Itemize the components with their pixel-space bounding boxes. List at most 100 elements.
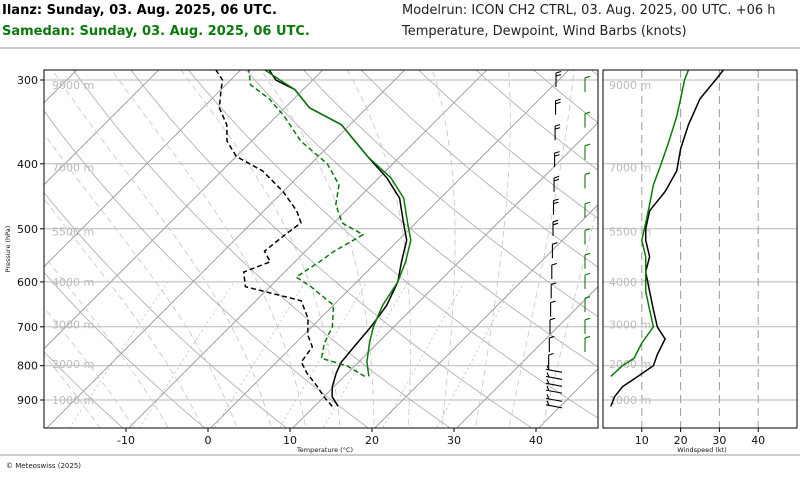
moist-adiabat bbox=[474, 70, 511, 428]
y-tick-label: 800 bbox=[17, 360, 38, 373]
moist-adiabat bbox=[111, 70, 307, 428]
wind-barb-station2 bbox=[584, 317, 591, 334]
isotherm-line bbox=[44, 70, 242, 268]
wind-x-tick-label: 20 bbox=[674, 434, 688, 447]
copyright: © Meteoswiss (2025) bbox=[6, 462, 82, 470]
wind-altitude-label: 1000 m bbox=[609, 394, 651, 407]
wind-barb-station1 bbox=[554, 151, 560, 168]
wind-x-axis-label: Windspeed (kt) bbox=[677, 446, 726, 454]
mixing-ratio-line bbox=[279, 281, 368, 428]
wind-barb-station1 bbox=[545, 400, 563, 409]
moist-adiabat bbox=[432, 70, 456, 428]
x-tick-label: 10 bbox=[283, 434, 297, 447]
altitude-label: 7000 m bbox=[52, 161, 94, 174]
skew-t-plot: 9000 m 7000 m 5500 m 4000 m 3000 m 2000 m 1000… bbox=[4, 27, 800, 454]
profile-windspeed-station2 bbox=[610, 70, 690, 377]
profiles bbox=[215, 70, 412, 407]
moist-adiabat bbox=[44, 132, 238, 428]
mixing-ratio-line bbox=[436, 281, 515, 428]
altitude-label: 2000 m bbox=[52, 358, 94, 371]
dry-adiabat bbox=[187, 70, 598, 419]
altitude-label: 1000 m bbox=[52, 394, 94, 407]
wind-barb-station1 bbox=[551, 242, 558, 259]
dry-adiabat bbox=[72, 70, 451, 428]
mixing-ratio-line bbox=[68, 281, 169, 428]
dry-adiabat bbox=[418, 70, 598, 219]
wind-barb-station1 bbox=[550, 300, 556, 317]
wind-profiles bbox=[610, 70, 724, 407]
profile-temperature-station1 bbox=[268, 70, 408, 407]
moist-adiabat bbox=[51, 70, 272, 428]
wind-barb-station1 bbox=[550, 282, 557, 299]
y-tick-label: 500 bbox=[17, 223, 38, 236]
dry-adiabat bbox=[706, 27, 800, 445]
x-tick-label: 40 bbox=[529, 434, 543, 447]
wind-barb-station1 bbox=[555, 70, 562, 87]
mixing-ratio-line bbox=[322, 281, 409, 428]
wind-barb-station1 bbox=[554, 124, 561, 141]
wind-x-tick-label: 40 bbox=[751, 434, 765, 447]
dry-adiabat bbox=[130, 70, 533, 428]
wind-barb-station1 bbox=[548, 353, 554, 370]
dry-adiabat bbox=[761, 27, 800, 445]
wind-altitude-label: 2000 m bbox=[609, 358, 651, 371]
wind-altitude-label: 5500 m bbox=[609, 226, 651, 239]
dry-adiabat bbox=[651, 27, 800, 445]
isotherm-line bbox=[46, 70, 406, 428]
station1-title: Ilanz: Sunday, 03. Aug. 2025, 06 UTC. bbox=[2, 3, 277, 18]
wind-barb-station2 bbox=[584, 75, 591, 92]
moist-adiabat bbox=[508, 70, 575, 428]
wind-barb-station1 bbox=[552, 219, 559, 236]
isotherm-line bbox=[44, 70, 324, 350]
wind-grid bbox=[603, 70, 797, 428]
wind-altitude-label: 9000 m bbox=[609, 79, 651, 92]
isotherm-line bbox=[292, 122, 598, 428]
wind-barb-station1 bbox=[545, 365, 563, 373]
wind-barb-station1 bbox=[552, 198, 559, 215]
isotherm-line bbox=[686, 27, 800, 445]
wind-barb-station2 bbox=[584, 143, 591, 160]
wind-barb-station1 bbox=[548, 335, 555, 352]
isotherm-line bbox=[128, 70, 488, 428]
y-tick-label: 900 bbox=[17, 394, 38, 407]
wind-barb-station1 bbox=[553, 175, 560, 192]
wind-barb-station2 bbox=[584, 201, 591, 218]
wind-barb-station2 bbox=[584, 335, 591, 352]
skew-t-frame bbox=[43, 69, 599, 429]
altitude-label: 9000 m bbox=[52, 79, 94, 92]
isotherm-line bbox=[538, 368, 598, 428]
y-tick-label: 700 bbox=[17, 321, 38, 334]
wind-barb-station1 bbox=[545, 394, 563, 402]
isotherm-line bbox=[44, 70, 160, 186]
wind-altitude-label: 4000 m bbox=[609, 276, 651, 289]
profile-temperature-station2 bbox=[264, 70, 412, 377]
mixing-ratio-line bbox=[382, 281, 465, 428]
y-tick-label: 300 bbox=[17, 74, 38, 87]
wind-barb-station1 bbox=[551, 262, 557, 280]
model-run-label: Modelrun: ICON CH2 CTRL, 03. Aug. 2025, … bbox=[402, 3, 776, 18]
wind-barb-station2 bbox=[584, 228, 591, 245]
dry-adiabat bbox=[302, 70, 598, 318]
altitude-label: 4000 m bbox=[52, 276, 94, 289]
wind-barb-station1 bbox=[545, 372, 563, 380]
altitude-label: 5500 m bbox=[52, 226, 94, 239]
moist-adiabat bbox=[44, 198, 204, 428]
y-tick-label: 400 bbox=[17, 158, 38, 171]
isotherm-line bbox=[374, 204, 598, 428]
wind-barb-station1 bbox=[545, 385, 563, 394]
wind-barb-station2 bbox=[584, 296, 591, 313]
y-tick-label: 600 bbox=[17, 276, 38, 289]
altitude-label: 3000 m bbox=[52, 319, 94, 332]
wind-barb-station2 bbox=[584, 272, 591, 289]
wind-x-tick-label: 10 bbox=[635, 434, 649, 447]
y-axis-label: Pressure (hPa) bbox=[4, 226, 12, 273]
dry-adiabat bbox=[590, 70, 598, 76]
background-lines bbox=[44, 27, 800, 445]
wind-frame bbox=[602, 69, 798, 429]
x-tick-label: 20 bbox=[365, 434, 379, 447]
wind-altitude-label: 3000 m bbox=[609, 319, 651, 332]
moist-adiabat bbox=[44, 255, 169, 428]
wind-barb-station1 bbox=[545, 379, 563, 387]
dry-adiabat bbox=[360, 70, 598, 268]
